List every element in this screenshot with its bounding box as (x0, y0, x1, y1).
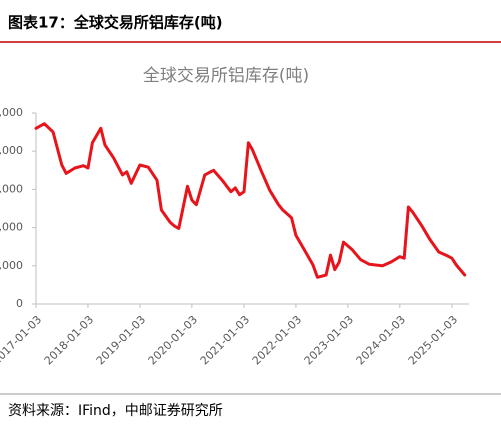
figure-label: 图表17：全球交易所铝库存(吨) (8, 14, 223, 32)
x-tick-label: 2018-01-03 (42, 313, 96, 367)
y-tick-label: 1,000,000 (0, 221, 23, 234)
source-note: 资料来源：IFind，中邮证券研究所 (8, 403, 223, 419)
x-tick-label: 2025-01-03 (406, 313, 460, 367)
y-tick-label: 2,500,000 (0, 106, 23, 119)
x-tick-label: 2020-01-03 (146, 313, 200, 367)
y-tick-label: 500,000 (0, 259, 23, 272)
y-tick-label: 0 (16, 297, 23, 310)
x-tick-label: 2021-01-03 (198, 313, 252, 367)
x-tick-label: 2017-01-03 (0, 313, 44, 367)
y-tick-label: 2,000,000 (0, 144, 23, 157)
y-tick-label: 1,500,000 (0, 182, 23, 195)
chart-title: 全球交易所铝库存(吨) (143, 66, 309, 86)
x-tick-label: 2019-01-03 (94, 313, 148, 367)
x-tick-label: 2024-01-03 (354, 313, 408, 367)
x-tick-label: 2023-01-03 (302, 313, 356, 367)
x-tick-label: 2022-01-03 (250, 313, 304, 367)
data-line (34, 122, 467, 279)
